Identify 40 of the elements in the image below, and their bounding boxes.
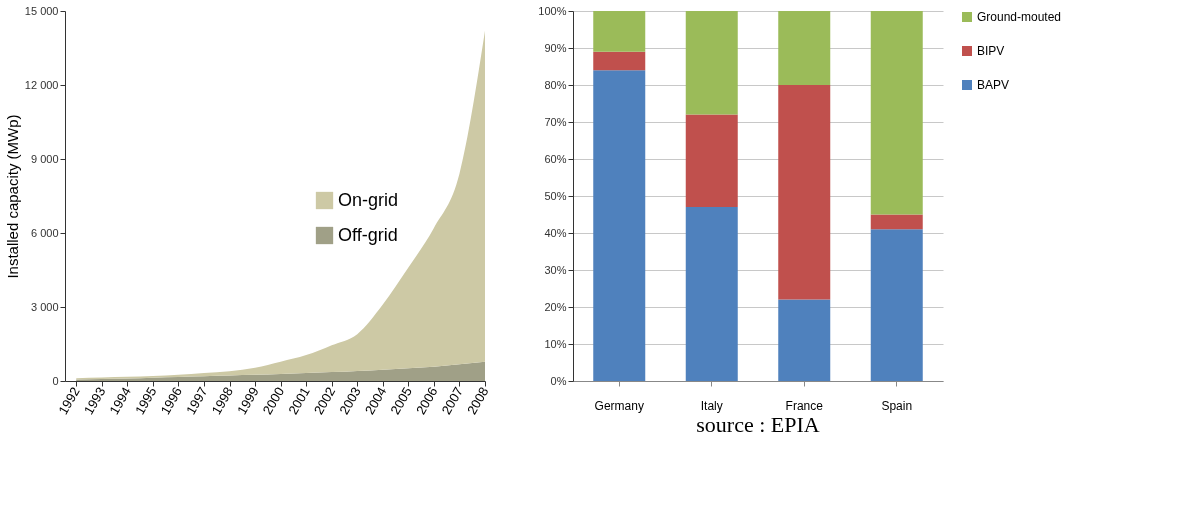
legend-label: BIPV [977, 44, 1005, 58]
bar [685, 207, 738, 381]
y-tick-label: 60% [544, 152, 567, 165]
y-tick-label: 0 [52, 374, 59, 387]
legend-label: BAPV [977, 78, 1010, 92]
bar [593, 11, 646, 52]
y-tick-label: 12 000 [24, 78, 59, 91]
x-tick-label: France [785, 398, 824, 413]
x-tick-label: Spain [881, 398, 913, 413]
y-axis-title: Installed capacity (MWp) [3, 114, 21, 279]
y-tick-label: 40% [544, 226, 567, 239]
y-tick-label: 6 000 [30, 226, 59, 239]
legend-label: Ground-mouted [977, 10, 1062, 24]
x-tick-label: Germany [594, 398, 644, 413]
y-tick-label: 70% [544, 115, 567, 128]
source-note: source : EPIA [696, 412, 820, 437]
y-tick-label: 0% [550, 374, 567, 387]
y-tick-label: 9 000 [30, 152, 59, 165]
y-tick-label: 50% [544, 189, 567, 202]
bar [870, 11, 923, 215]
y-tick-label: 20% [544, 300, 567, 313]
bar [685, 11, 738, 115]
y-tick-label: 15 000 [24, 4, 59, 17]
y-tick-label: 90% [544, 41, 567, 54]
bar [870, 214, 923, 230]
legend-label: On-grid [338, 189, 399, 210]
bar [870, 229, 923, 381]
y-tick-label: 30% [544, 263, 567, 276]
y-tick-label: 80% [544, 78, 567, 91]
y-tick-label: 3 000 [30, 300, 59, 313]
bar [778, 11, 831, 85]
bar [778, 299, 831, 381]
y-tick-label: 100% [538, 4, 567, 17]
bar [593, 51, 646, 71]
bar [778, 85, 831, 300]
bar [593, 70, 646, 381]
bar [685, 114, 738, 208]
y-tick-label: 10% [544, 337, 567, 350]
legend-label: Off-grid [338, 224, 398, 245]
x-tick-label: Italy [700, 398, 723, 413]
